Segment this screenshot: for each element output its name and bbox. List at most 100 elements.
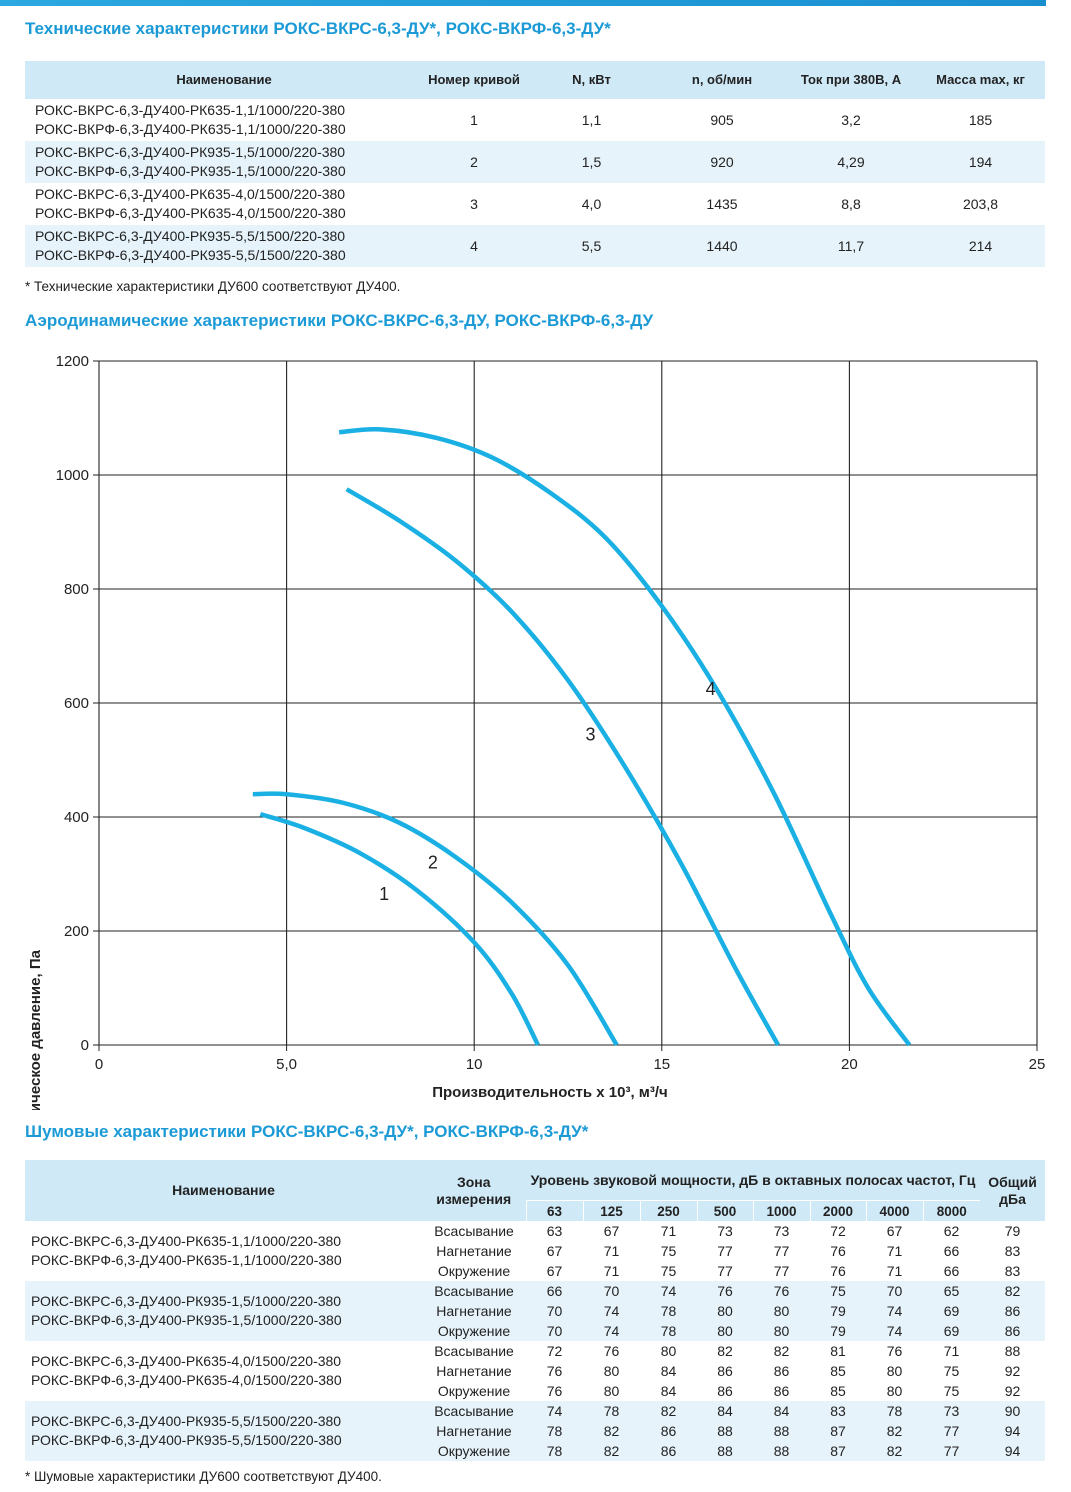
spec-cell-mass: 185 [968,112,993,128]
model-name: РОКС-ВКРФ-6,3-ДУ400-РК935-1,5/1000/220-3… [31,1312,342,1328]
spec-cell-name: РОКС-ВКРС-6,3-ДУ400-РК635-4,0/1500/220-3… [25,183,423,225]
noise-header-freq: 8000 [922,1200,981,1221]
noise-cell-value: 76 [886,1343,903,1359]
noise-cell-zone: Всасывание [422,1281,526,1301]
noise-cell-value: 87 [810,1441,866,1461]
noise-cell-value: 65 [923,1281,981,1301]
spec-header-power: N, кВт [525,61,658,99]
noise-cell-total: 92 [1004,1363,1021,1379]
noise-cell-value: 80 [886,1363,903,1379]
noise-cell-value: 70 [866,1281,923,1301]
spec-cell-rpm: 920 [658,141,786,183]
noise-cell-value: 77 [923,1441,981,1461]
model-name: РОКС-ВКРС-6,3-ДУ400-РК935-1,5/1000/220-3… [35,144,346,160]
noise-cell-value: 86 [717,1383,733,1399]
model-name: РОКС-ВКРС-6,3-ДУ400-РК635-4,0/1500/220-3… [31,1353,342,1369]
noise-header-freq: 2000 [809,1200,866,1221]
noise-cell-value: 86 [717,1363,733,1379]
noise-row: РОКС-ВКРС-6,3-ДУ400-РК935-1,5/1000/220-3… [25,1281,1046,1341]
noise-cell-value: 71 [886,1243,903,1259]
noise-cell-name: РОКС-ВКРС-6,3-ДУ400-РК635-1,1/1000/220-3… [25,1221,422,1281]
noise-cell-value: 82 [640,1401,697,1421]
y-tick-label: 600 [64,695,89,712]
noise-cell-zone: Окружение [437,1383,511,1399]
noise-cell-value: 74 [866,1321,923,1341]
spec-table: Наименование Номер кривой N, кВт n, об/м… [25,61,1045,267]
noise-row: Окружение 67 71 75 77 77 76 71 66 83 [25,1261,1045,1281]
noise-cell-value: 88 [753,1421,810,1441]
noise-cell-value: 76 [830,1243,846,1259]
noise-cell-value: 85 [830,1363,846,1379]
noise-row: РОКС-ВКРС-6,3-ДУ400-РК635-4,0/1500/220-3… [25,1341,1045,1388]
noise-cell-value: 71 [943,1343,960,1359]
model-name: РОКС-ВКРФ-6,3-ДУ400-РК635-1,1/1000/220-3… [31,1252,342,1268]
spec-cell-name: РОКС-ВКРС-6,3-ДУ400-РК935-5,5/1500/220-3… [25,225,423,267]
noise-cell-zone: Всасывание [422,1401,526,1421]
spec-cell-power: 1,1 [581,112,602,128]
curve-1 [259,812,540,1047]
x-tick-label: 20 [841,1056,858,1073]
noise-header-row-1: Наименование Зона измерения Уровень звук… [25,1160,1046,1221]
noise-cell-value: 80 [697,1321,753,1341]
noise-cell-value: 77 [773,1243,790,1259]
noise-header-freq: 63 [525,1200,583,1221]
spec-cell-name: РОКС-ВКРС-6,3-ДУ400-РК635-1,1/1000/220-3… [25,99,423,141]
model-name: РОКС-ВКРФ-6,3-ДУ400-РК635-1,1/1000/220-3… [35,121,346,137]
noise-cell-value: 73 [923,1401,981,1421]
noise-cell-total: 92 [1004,1383,1021,1399]
noise-header-total: Общий дБа [980,1160,1046,1221]
spec-cell-current: 4,29 [786,141,916,183]
noise-cell-value: 78 [526,1421,583,1441]
model-name: РОКС-ВКРС-6,3-ДУ400-РК635-1,1/1000/220-3… [31,1233,342,1249]
noise-cell-zone: Окружение [437,1263,511,1279]
noise-row: Окружение 78 82 86 88 88 87 82 77 94 [25,1441,1046,1461]
spec-cell-current: 8,8 [841,196,861,212]
noise-row: Нагнетание 76 80 84 86 86 85 80 75 92 [25,1361,1045,1381]
spec-cell-current: 11,7 [786,225,916,267]
curve-4 [338,426,912,1047]
noise-cell-name: РОКС-ВКРС-6,3-ДУ400-РК635-4,0/1500/220-3… [25,1341,422,1401]
noise-cell-total: 82 [980,1281,1046,1301]
noise-cell-value: 80 [753,1321,810,1341]
noise-row: Окружение 70 74 78 80 80 79 74 69 86 [25,1321,1046,1341]
spec-cell-curve: 2 [423,141,525,183]
noise-cell-value: 78 [640,1321,697,1341]
spec-cell-current: 3,2 [841,112,861,128]
spec-cell-rpm: 905 [710,112,734,128]
noise-cell-value: 80 [660,1343,677,1359]
spec-header-curve: Номер кривой [423,61,525,99]
noise-cell-value: 86 [640,1421,697,1441]
curve-3 [345,487,781,1047]
noise-cell-zone: Всасывание [434,1223,514,1239]
noise-cell-total: 88 [1004,1343,1021,1359]
noise-cell-value: 76 [546,1383,563,1399]
y-tick-label: 1000 [56,467,89,484]
curve-label: 2 [428,853,438,873]
noise-cell-value: 74 [583,1321,640,1341]
spec-cell-mass: 194 [916,141,1045,183]
noise-section-title: Шумовые характеристики РОКС-ВКРС-6,3-ДУ*… [25,1122,589,1141]
spec-row: РОКС-ВКРС-6,3-ДУ400-РК935-1,5/1000/220-3… [25,141,1045,183]
noise-cell-value: 82 [583,1421,640,1441]
noise-cell-total: 94 [980,1441,1046,1461]
spec-cell-curve: 1 [470,112,478,128]
noise-cell-value: 71 [603,1263,620,1279]
noise-cell-zone: Нагнетание [422,1301,526,1321]
spec-body: РОКС-ВКРС-6,3-ДУ400-РК635-1,1/1000/220-3… [25,99,1045,267]
noise-cell-value: 73 [773,1223,790,1239]
spec-header-row: Наименование Номер кривой N, кВт n, об/м… [25,61,1045,99]
noise-cell-value: 80 [603,1383,620,1399]
noise-cell-value: 80 [886,1383,903,1399]
chart-ticks: 0 5,0 10 15 20 25 0 200 400 600 800 1000 1200 [56,353,1046,1073]
noise-cell-value: 76 [697,1281,753,1301]
x-tick-label: 0 [95,1056,103,1073]
noise-cell-value: 74 [526,1401,583,1421]
noise-cell-value: 78 [640,1301,697,1321]
noise-cell-total: 94 [980,1421,1046,1441]
aero-section-title: Аэродинамические характеристики РОКС-ВКР… [25,311,654,330]
noise-cell-value: 75 [943,1383,960,1399]
spec-header-current: Ток при 380В, А [786,61,916,99]
noise-cell-value: 70 [583,1281,640,1301]
spec-row: РОКС-ВКРС-6,3-ДУ400-РК635-4,0/1500/220-3… [25,183,1045,225]
noise-cell-value: 77 [773,1263,790,1279]
